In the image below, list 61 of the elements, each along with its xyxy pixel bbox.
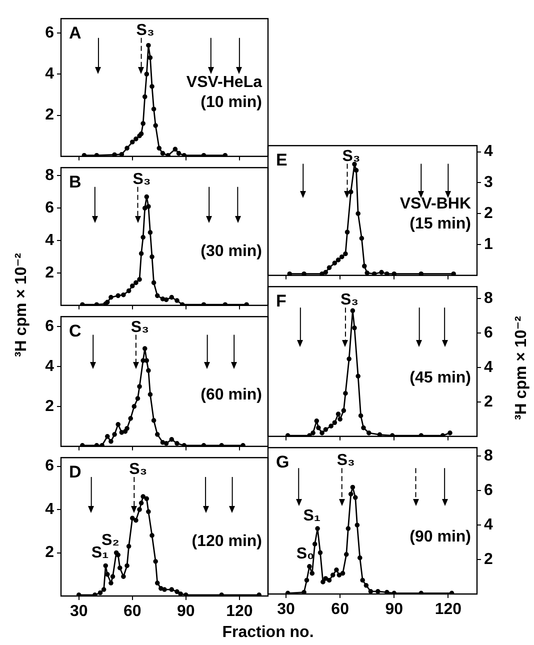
- annotation: (10 min): [200, 94, 262, 111]
- annotation: (120 min): [192, 533, 262, 550]
- chart-title: B: [69, 172, 82, 192]
- annotation: S₀: [296, 545, 314, 562]
- ref-line-label: S₃: [132, 170, 151, 188]
- annotation: S₁: [303, 508, 321, 525]
- y-tick-label: 4: [45, 358, 54, 375]
- x-tick-label: 120: [434, 601, 462, 618]
- ref-line-label: S₃: [342, 148, 360, 165]
- y-tick-label: 8: [45, 167, 54, 184]
- annotation: (15 min): [410, 216, 471, 233]
- y-tick-label: 2: [45, 106, 54, 124]
- y-axis-title: ³H cpm × 10⁻²: [12, 252, 31, 360]
- y-axis-title: ³H cpm × 10⁻²: [512, 314, 531, 422]
- x-tick-label: 90: [385, 601, 404, 618]
- y-tick-label: 3: [484, 174, 493, 192]
- chart-title: C: [69, 322, 82, 341]
- y-tick-label: 4: [45, 232, 54, 249]
- x-tick-label: 30: [277, 601, 296, 618]
- y-tick-label: 6: [484, 324, 493, 342]
- ref-line-label: S₃: [136, 22, 154, 39]
- y-tick-label: 6: [45, 24, 54, 42]
- x-tick-label: 30: [70, 603, 88, 620]
- x-tick-label: 90: [177, 603, 195, 620]
- x-tick-label: 60: [331, 601, 350, 618]
- annotation: (90 min): [410, 528, 471, 546]
- y-tick-label: 6: [45, 200, 54, 217]
- y-tick-label: 8: [484, 290, 493, 308]
- ref-line-label: S₃: [336, 452, 355, 470]
- y-tick-label: 6: [484, 482, 493, 500]
- ref-line-label: S₃: [130, 318, 149, 336]
- y-tick-label: 2: [45, 398, 54, 415]
- chart-title: F: [276, 292, 286, 311]
- y-tick-label: 6: [45, 318, 54, 335]
- y-tick-label: 4: [484, 143, 493, 160]
- y-tick-label: 4: [484, 516, 493, 534]
- y-tick-label: 6: [45, 458, 54, 475]
- ref-line-label: S₃: [129, 460, 148, 478]
- chart-title: G: [276, 452, 290, 472]
- x-tick-label: 60: [123, 603, 142, 620]
- y-tick-label: 4: [45, 66, 54, 83]
- y-tick-label: 2: [484, 550, 493, 568]
- y-tick-label: 4: [45, 500, 54, 518]
- annotation: (45 min): [410, 369, 471, 386]
- chart-title: D: [69, 462, 82, 482]
- y-tick-label: 4: [484, 358, 493, 376]
- annotation: (30 min): [200, 242, 262, 260]
- annotation: VSV-BHK: [400, 196, 472, 213]
- y-tick-label: 1: [484, 236, 493, 253]
- chart-title: A: [69, 24, 82, 43]
- x-tick-label: 120: [226, 603, 253, 620]
- annotation: (60 min): [200, 386, 262, 404]
- y-tick-label: 2: [45, 264, 54, 282]
- y-tick-label: 2: [45, 544, 54, 562]
- x-axis-title: Fraction no.: [221, 624, 315, 643]
- y-tick-label: 2: [484, 393, 493, 410]
- y-tick-label: 8: [484, 448, 493, 465]
- ref-line-label: S₃: [340, 292, 359, 309]
- chart-title: E: [276, 150, 288, 170]
- y-tick-label: 2: [484, 204, 493, 222]
- annotation: VSV-HeLa: [186, 74, 262, 91]
